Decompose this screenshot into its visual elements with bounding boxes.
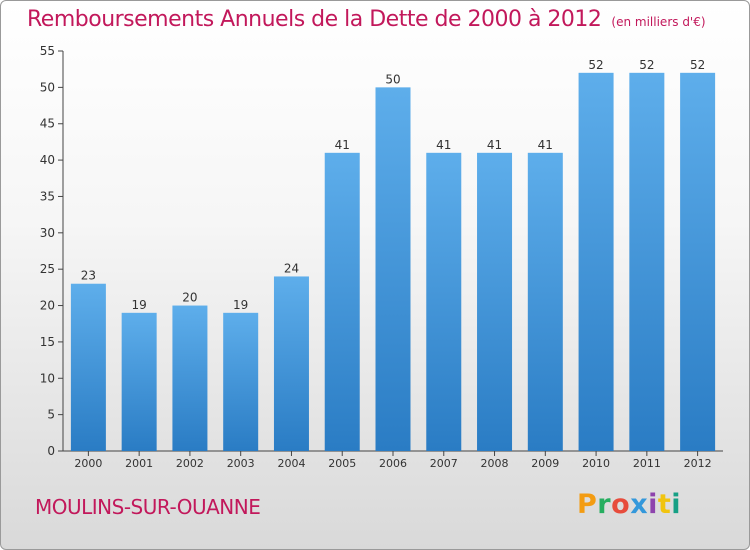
logo-letter: P [577,489,598,520]
x-tick-label: 2008 [481,457,509,470]
x-tick-label: 2003 [227,457,255,470]
axes: 0 5 10 15 20 25 30 35 40 45 50 55 2000 2001 2002 2003 20… [40,44,723,470]
y-tick-label: 15 [40,335,55,349]
y-tick-label: 35 [40,189,55,203]
y-tick-label: 55 [40,44,55,58]
data-label: 41 [436,138,451,152]
commune-name: MOULINS-SUR-OUANNE [35,495,261,519]
x-tick-label: 2000 [74,457,102,470]
x-tick-label: 2011 [633,457,661,470]
data-label: 52 [690,58,705,72]
y-tick-label: 20 [40,299,55,313]
data-label: 52 [588,58,603,72]
logo-letter: r [597,489,612,520]
bar [172,305,208,451]
bar [426,152,462,451]
bar [629,72,665,452]
bar [578,72,614,452]
y-tick-label: 10 [40,371,55,385]
bar [477,152,513,451]
unit-note: (en milliers d'€) [611,15,706,29]
logo-letter: x [630,489,649,520]
y-tick-label: 25 [40,262,55,276]
y-tick-label: 5 [47,408,55,422]
x-tick-label: 2009 [531,457,559,470]
bar [223,312,259,451]
data-label: 20 [182,291,197,305]
x-tick-label: 2005 [328,457,356,470]
data-label: 41 [487,138,502,152]
bar [324,152,360,451]
y-tick-label: 30 [40,226,55,240]
bar [527,152,563,451]
title-text: Remboursements Annuels de la Dette de 20… [27,7,602,32]
logo-letter: t [657,489,672,520]
data-label: 19 [233,298,248,312]
x-tick-label: 2004 [277,457,305,470]
y-tick-label: 50 [40,80,55,94]
x-tick-label: 2001 [125,457,153,470]
logo-letter: i [648,489,658,520]
chart-title: Remboursements Annuels de la Dette de 20… [27,7,706,32]
data-label: 41 [538,138,553,152]
y-tick-label: 45 [40,117,55,131]
logo-letter: o [611,489,631,520]
bar [273,276,309,451]
x-tick-label: 2002 [176,457,204,470]
x-tick-label: 2010 [582,457,610,470]
data-label: 24 [284,261,299,275]
x-tick-label: 2012 [684,457,712,470]
bar [680,72,716,452]
x-tick-label: 2006 [379,457,407,470]
value-labels: 23 19 20 19 24 41 50 41 41 41 52 52 52 [81,58,706,312]
bar [375,87,411,451]
data-label: 19 [132,298,147,312]
x-tick-label: 2007 [430,457,458,470]
data-label: 23 [81,269,96,283]
data-label: 41 [335,138,350,152]
data-label: 50 [385,72,400,86]
bars [70,72,716,452]
y-tick-label: 0 [47,444,55,458]
bar [70,283,106,451]
bar [121,312,157,451]
data-label: 52 [639,58,654,72]
proxiti-logo: Proxiti [577,489,681,520]
y-tick-label: 40 [40,153,55,167]
logo-letter: i [671,489,682,520]
